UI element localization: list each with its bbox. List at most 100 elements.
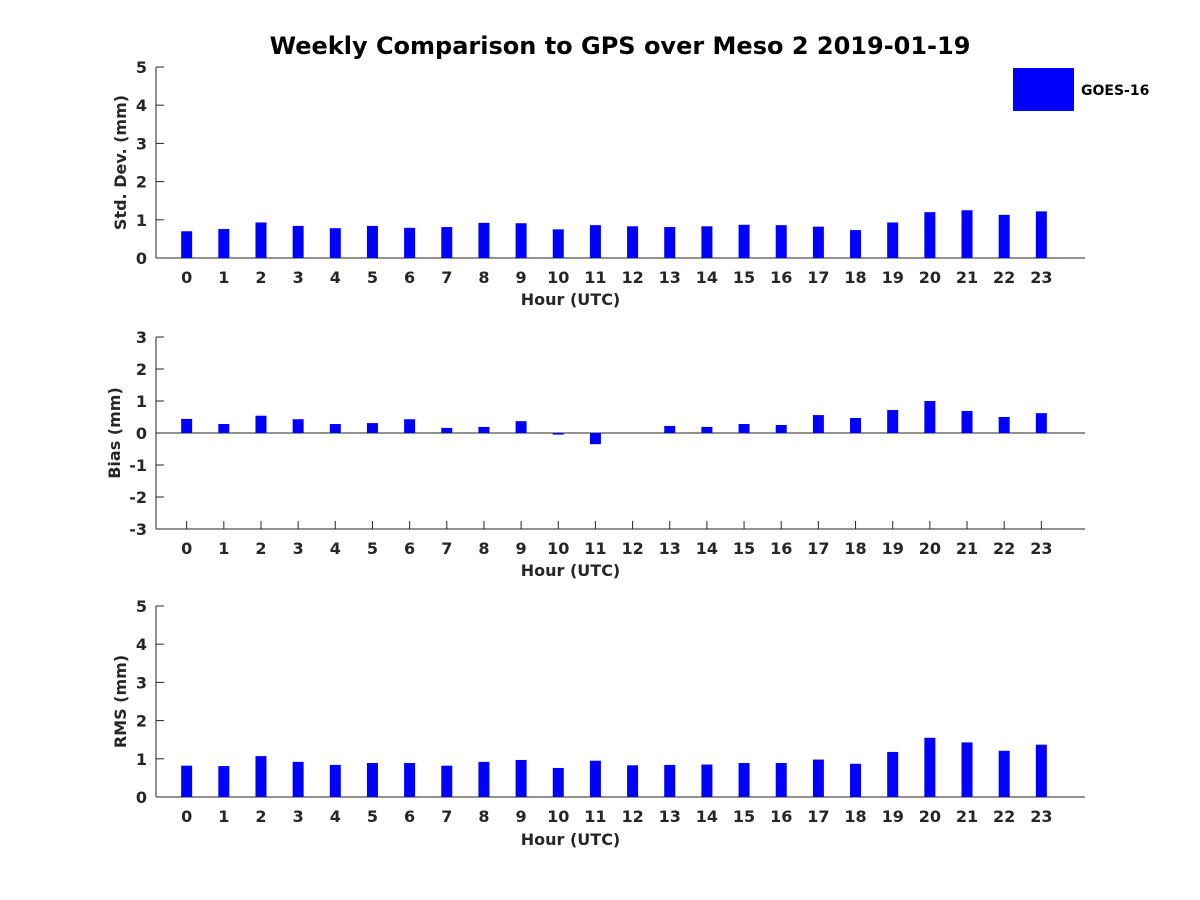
y-tick-label: 4 [136,96,147,115]
x-tick-label: 4 [330,807,341,826]
bar-hour-19 [887,751,899,797]
x-tick-label: 20 [919,807,941,826]
x-tick-label: 3 [293,539,304,558]
x-tick-label: 7 [441,268,452,287]
x-tick-label: 9 [516,807,527,826]
y-axis-label: RMS (mm) [111,655,130,748]
bar-hour-18 [850,763,862,797]
x-tick-label: 5 [367,268,378,287]
x-tick-label: 13 [659,268,681,287]
bar-hour-13 [664,764,676,797]
y-tick-label: 1 [136,750,147,769]
x-tick-label: 18 [844,807,866,826]
x-tick-label: 21 [956,539,978,558]
x-tick-label: 14 [696,807,718,826]
x-tick-label: 4 [330,539,341,558]
bar-hour-11 [589,225,601,258]
x-tick-label: 3 [293,268,304,287]
bar-hour-17 [812,759,824,797]
bar-hour-9 [515,223,527,258]
bar-hour-7 [441,427,453,433]
y-tick-label: 0 [136,249,147,268]
bar-hour-15 [738,763,750,797]
bar-hour-1 [218,766,230,797]
bar-hour-11 [589,433,601,445]
bar-hour-20 [924,737,936,797]
x-tick-label: 18 [844,268,866,287]
y-tick-label: 0 [136,424,147,443]
bar-hour-15 [738,424,750,433]
x-axis-label: Hour (UTC) [521,830,621,849]
x-tick-label: 6 [404,807,415,826]
x-tick-label: 10 [547,268,569,287]
x-axis-label: Hour (UTC) [521,290,621,309]
bar-hour-1 [218,228,230,258]
x-tick-label: 15 [733,807,755,826]
x-tick-label: 8 [478,807,489,826]
y-tick-label: 3 [136,134,147,153]
x-tick-label: 0 [181,807,192,826]
y-tick-label: 5 [136,597,147,616]
bar-hour-10 [552,229,564,258]
x-tick-label: 1 [218,807,229,826]
x-tick-label: 15 [733,268,755,287]
y-axis-label: Bias (mm) [105,387,124,479]
x-tick-label: 6 [404,268,415,287]
bar-hour-10 [552,433,564,435]
bar-hour-8 [478,222,490,258]
bar-hour-17 [812,415,824,433]
x-tick-label: 1 [218,268,229,287]
x-tick-label: 2 [255,539,266,558]
bar-hour-11 [589,760,601,797]
bar-hour-22 [998,417,1010,433]
x-tick-label: 17 [807,539,829,558]
bar-hour-3 [292,761,304,797]
x-tick-label: 4 [330,268,341,287]
x-tick-label: 17 [807,268,829,287]
bar-hour-14 [701,226,713,258]
x-tick-label: 2 [255,807,266,826]
bar-hour-16 [775,425,787,433]
x-tick-label: 2 [255,268,266,287]
x-axis-label: Hour (UTC) [521,561,621,580]
y-tick-label: -3 [129,520,147,539]
y-tick-label: -1 [129,456,147,475]
x-tick-label: 22 [993,268,1015,287]
bar-hour-16 [775,225,787,258]
bar-hour-22 [998,214,1010,258]
x-tick-label: 11 [584,807,606,826]
x-tick-label: 8 [478,268,489,287]
bar-hour-4 [329,424,341,433]
bar-hour-10 [552,767,564,797]
bar-hour-6 [404,227,416,258]
x-tick-label: 13 [659,807,681,826]
bar-hour-4 [329,228,341,258]
x-tick-label: 22 [993,539,1015,558]
bar-hour-12 [627,765,639,797]
x-tick-label: 12 [621,268,643,287]
bar-hour-13 [664,227,676,258]
x-tick-label: 23 [1030,807,1052,826]
bar-hour-21 [961,410,973,433]
bar-hour-18 [850,417,862,433]
x-tick-label: 17 [807,807,829,826]
bar-hour-9 [515,421,527,433]
bar-hour-12 [627,226,639,258]
x-tick-label: 5 [367,807,378,826]
x-tick-label: 1 [218,539,229,558]
bar-hour-3 [292,225,304,258]
bar-hour-3 [292,419,304,433]
bar-hour-0 [181,418,193,433]
bar-hour-0 [181,765,193,797]
x-tick-label: 10 [547,539,569,558]
x-tick-label: 20 [919,539,941,558]
y-tick-label: 2 [136,360,147,379]
x-tick-label: 23 [1030,268,1052,287]
bar-hour-2 [255,415,267,433]
y-tick-label: 4 [136,635,147,654]
x-tick-label: 20 [919,268,941,287]
